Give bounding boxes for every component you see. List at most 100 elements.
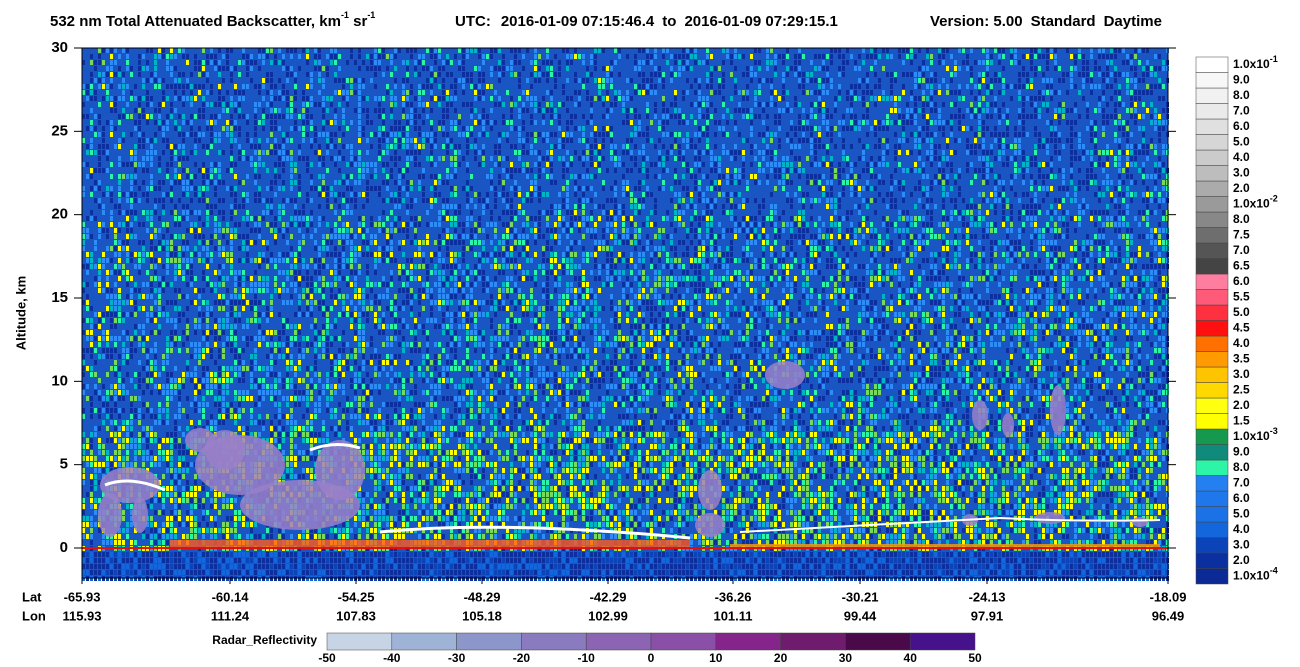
texture-cell xyxy=(362,336,365,341)
texture-cell xyxy=(146,456,149,461)
texture-cell xyxy=(298,66,301,71)
texture-cell xyxy=(374,486,377,491)
texture-cell xyxy=(106,270,109,275)
texture-cell xyxy=(338,102,341,107)
texture-cell xyxy=(210,306,213,311)
texture-cell xyxy=(110,246,113,251)
texture-cell xyxy=(318,438,321,443)
texture-cell xyxy=(218,138,221,143)
texture-cell xyxy=(370,288,373,293)
texture-cell xyxy=(126,390,129,395)
texture-cell xyxy=(218,330,221,335)
texture-cell xyxy=(414,318,417,323)
texture-cell xyxy=(206,120,209,125)
texture-cell xyxy=(146,312,149,317)
texture-cell xyxy=(246,174,249,179)
texture-cell xyxy=(254,282,257,287)
texture-cell xyxy=(390,522,393,527)
texture-cell xyxy=(102,168,105,173)
texture-cell xyxy=(294,204,297,209)
texture-cell xyxy=(426,78,429,83)
texture-cell xyxy=(146,252,149,257)
texture-cell xyxy=(150,408,153,413)
texture-cell xyxy=(82,60,85,65)
texture-cell xyxy=(390,126,393,131)
texture-cell xyxy=(234,348,237,353)
texture-cell xyxy=(326,348,329,353)
texture-cell xyxy=(194,186,197,191)
texture-cell xyxy=(114,240,117,245)
texture-cell xyxy=(262,96,265,101)
texture-cell xyxy=(146,210,149,215)
texture-cell xyxy=(342,210,345,215)
texture-cell xyxy=(218,90,221,95)
texture-cell xyxy=(118,228,121,233)
texture-cell xyxy=(378,360,381,365)
texture-cell xyxy=(222,504,225,509)
texture-cell xyxy=(110,564,113,569)
texture-cell xyxy=(214,552,217,557)
texture-cell xyxy=(406,66,409,71)
texture-cell xyxy=(82,114,85,119)
texture-cell xyxy=(122,456,125,461)
texture-cell xyxy=(426,138,429,143)
texture-cell xyxy=(102,492,105,497)
texture-cell xyxy=(234,138,237,143)
texture-cell xyxy=(374,60,377,65)
texture-cell xyxy=(418,252,421,257)
texture-cell xyxy=(286,348,289,353)
texture-cell xyxy=(398,144,401,149)
texture-cell xyxy=(210,282,213,287)
texture-cell xyxy=(306,306,309,311)
texture-cell xyxy=(102,540,105,545)
texture-cell xyxy=(278,90,281,95)
texture-cell xyxy=(318,552,321,557)
texture-cell xyxy=(218,60,221,65)
texture-cell xyxy=(142,462,145,467)
texture-cell xyxy=(318,390,321,395)
texture-cell xyxy=(158,108,161,113)
texture-cell xyxy=(246,210,249,215)
texture-cell xyxy=(154,186,157,191)
texture-cell xyxy=(314,366,317,371)
texture-cell xyxy=(258,330,261,335)
texture-cell xyxy=(362,222,365,227)
texture-cell xyxy=(102,408,105,413)
texture-cell xyxy=(150,378,153,383)
texture-cell xyxy=(250,528,253,533)
texture-cell xyxy=(86,558,89,563)
texture-cell xyxy=(182,492,185,497)
texture-cell xyxy=(334,114,337,119)
texture-cell xyxy=(154,534,157,539)
texture-cell xyxy=(430,186,433,191)
texture-cell xyxy=(330,102,333,107)
texture-cell xyxy=(154,342,157,347)
texture-cell xyxy=(98,162,101,167)
texture-cell xyxy=(166,318,169,323)
texture-cell xyxy=(94,240,97,245)
texture-cell xyxy=(374,132,377,137)
texture-cell xyxy=(282,432,285,437)
texture-cell xyxy=(318,192,321,197)
texture-cell xyxy=(82,240,85,245)
texture-cell xyxy=(342,156,345,161)
texture-cell xyxy=(254,216,257,221)
texture-cell xyxy=(122,312,125,317)
texture-cell xyxy=(134,288,137,293)
texture-cell xyxy=(306,534,309,539)
texture-cell xyxy=(230,504,233,509)
texture-cell xyxy=(234,516,237,521)
texture-cell xyxy=(326,246,329,251)
texture-cell xyxy=(338,252,341,257)
texture-cell xyxy=(102,570,105,575)
texture-cell xyxy=(410,150,413,155)
texture-cell xyxy=(98,168,101,173)
texture-cell xyxy=(190,450,193,455)
texture-cell xyxy=(370,186,373,191)
texture-cell xyxy=(394,456,397,461)
texture-cell xyxy=(322,312,325,317)
texture-cell xyxy=(254,384,257,389)
texture-cell xyxy=(298,276,301,281)
texture-cell xyxy=(206,252,209,257)
texture-cell xyxy=(278,48,281,53)
